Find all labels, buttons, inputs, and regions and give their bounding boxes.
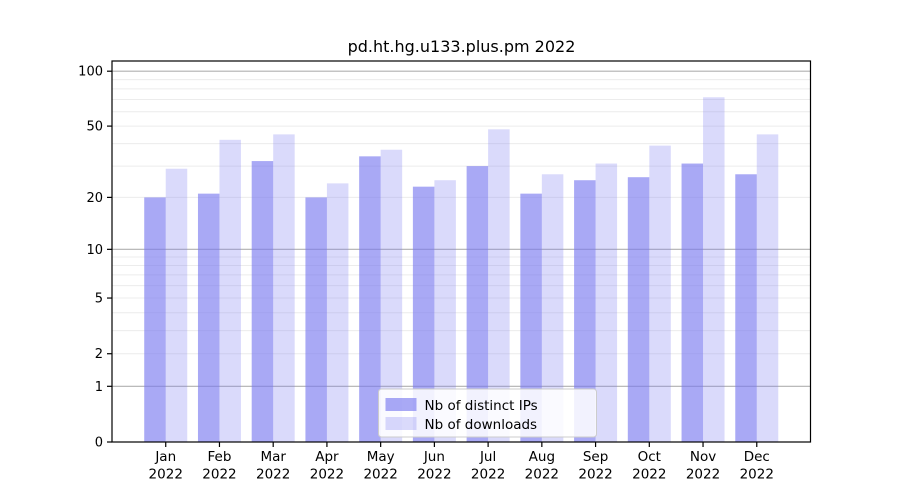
bar-downloads: [380, 149, 403, 442]
y-tick-label: 0: [95, 436, 103, 451]
bar-distinct-ips: [305, 197, 327, 442]
legend-box: [378, 388, 597, 438]
legend-swatch-distinct-ips: [385, 398, 417, 411]
bar-distinct-ips: [251, 161, 274, 442]
bar-downloads: [649, 145, 671, 442]
bar-downloads: [488, 129, 510, 442]
x-tick-label: May 2022: [363, 449, 397, 483]
bar-downloads: [326, 183, 349, 442]
x-tick-label: Feb 2022: [202, 449, 236, 483]
bar-distinct-ips: [412, 186, 435, 442]
legend-label-downloads: Nb of downloads: [425, 417, 538, 433]
bar-downloads: [541, 174, 564, 442]
bar-downloads: [595, 163, 618, 443]
bar-distinct-ips: [574, 180, 596, 443]
legend-label-distinct-ips: Nb of distinct IPs: [425, 398, 538, 414]
chart-title: pd.ht.hg.u133.plus.pm 2022: [347, 37, 576, 56]
bar-distinct-ips: [466, 166, 489, 442]
bar-distinct-ips: [144, 197, 166, 442]
x-tick-label: Apr 2022: [310, 449, 344, 483]
legend-swatch-downloads: [385, 417, 417, 430]
x-tick-label: Jul 2022: [471, 449, 505, 483]
y-tick-label: 100: [78, 65, 103, 80]
x-tick-label: Aug 2022: [525, 449, 559, 483]
bar-downloads: [703, 97, 725, 442]
bar-distinct-ips: [359, 156, 381, 442]
x-tick-label: Jun 2022: [417, 449, 451, 483]
y-tick-label: 50: [86, 120, 103, 135]
bar-distinct-ips: [735, 174, 757, 442]
y-tick-label: 1: [95, 380, 103, 395]
x-tick-label: Jan 2022: [149, 449, 183, 483]
bar-downloads: [165, 168, 188, 442]
bar-downloads: [219, 139, 241, 442]
plot-frame: [111, 60, 812, 443]
x-tick-label: Sep 2022: [578, 449, 612, 483]
bar-distinct-ips: [681, 163, 704, 443]
y-tick-label: 5: [95, 292, 103, 307]
x-tick-label: Mar 2022: [256, 449, 290, 483]
bar-distinct-ips: [197, 193, 220, 442]
bar-downloads: [273, 134, 295, 442]
y-tick-label: 20: [86, 191, 103, 206]
bar-downloads: [756, 134, 779, 442]
x-tick-label: Oct 2022: [632, 449, 666, 483]
y-tick-label: 2: [95, 347, 103, 362]
x-tick-label: Dec 2022: [740, 449, 774, 483]
x-tick-label: Nov 2022: [686, 449, 720, 483]
y-tick-label: 10: [86, 243, 103, 258]
bar-distinct-ips: [520, 193, 542, 442]
bar-downloads: [434, 180, 456, 443]
bar-distinct-ips: [627, 177, 650, 443]
